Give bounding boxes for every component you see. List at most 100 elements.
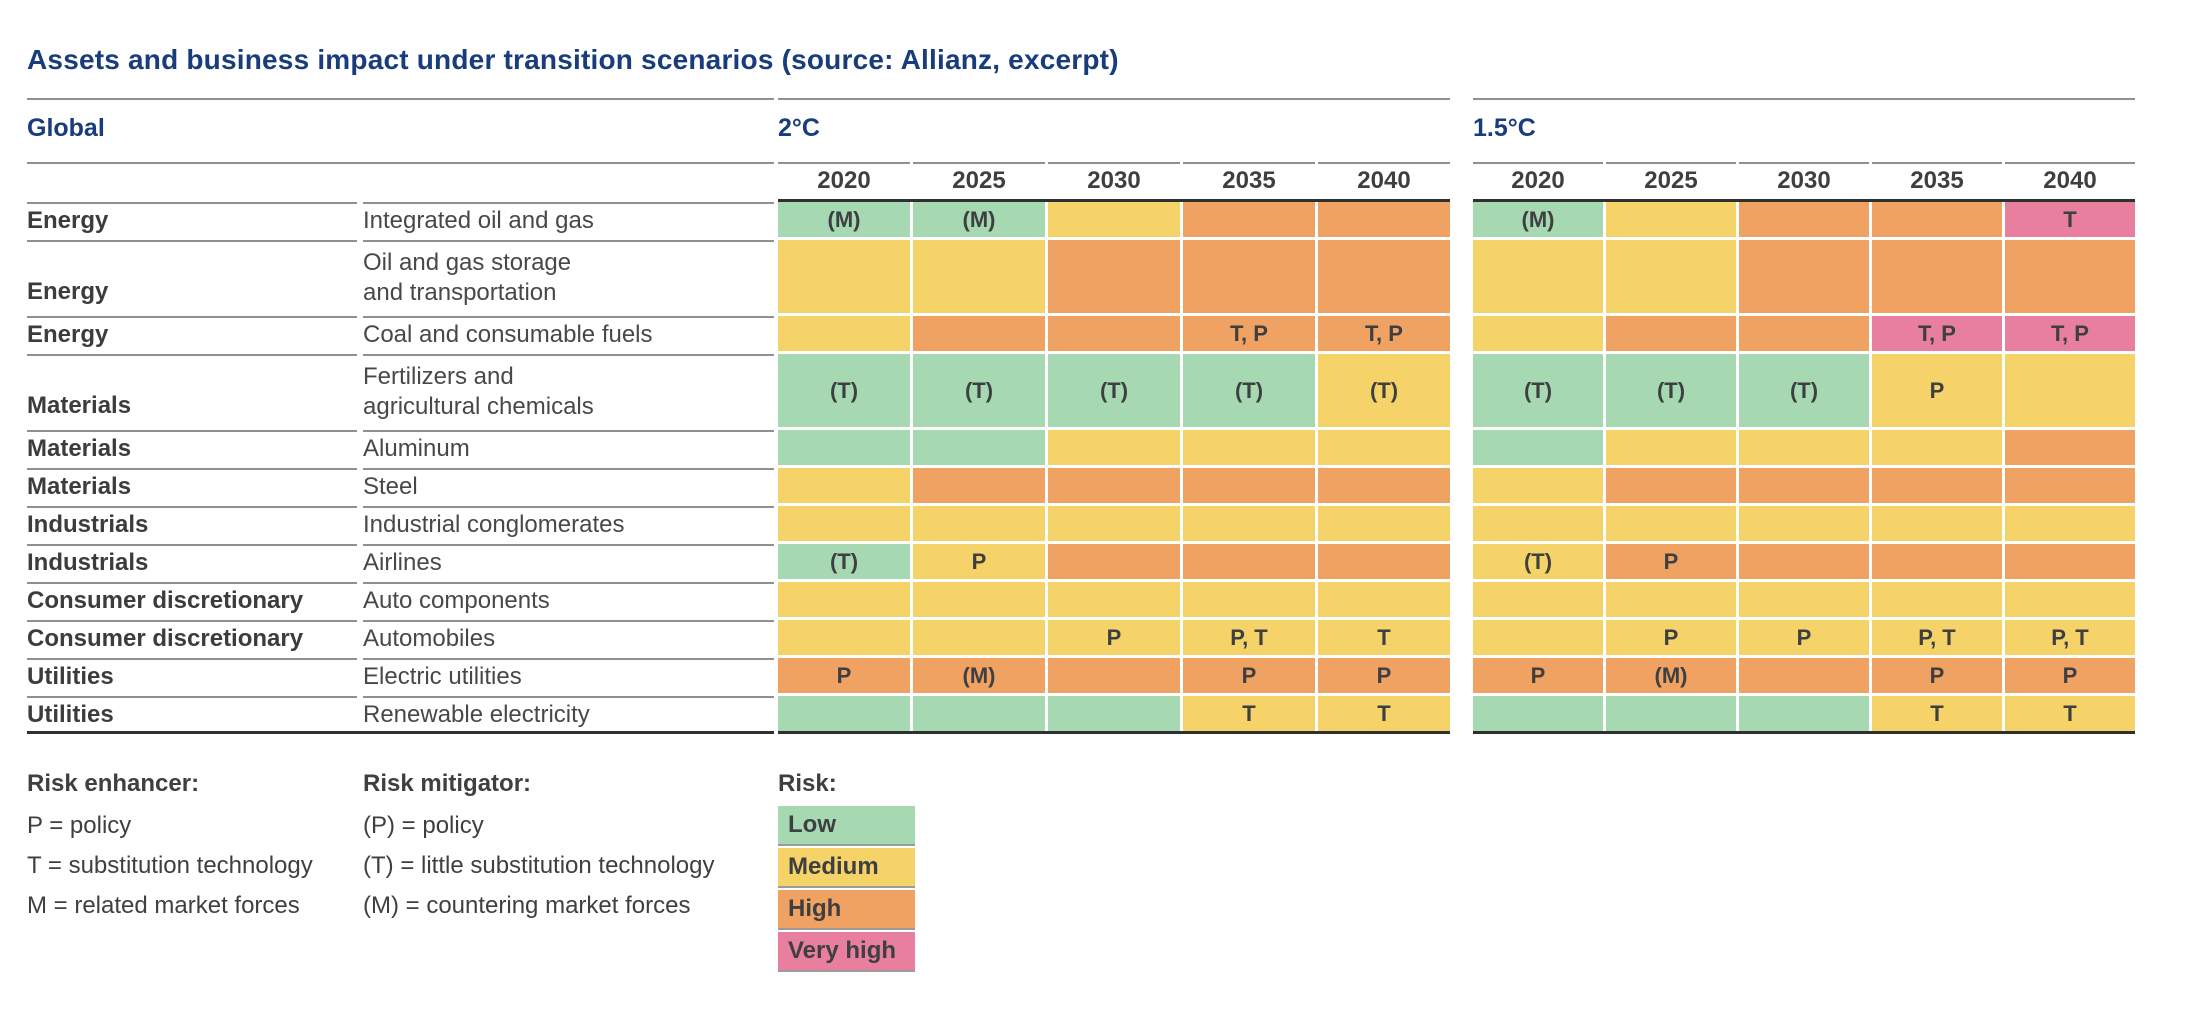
risk-cell: (T)	[778, 544, 910, 579]
risk-cell	[1872, 468, 2002, 503]
legend: Risk enhancer: P = policy T = substitutio…	[27, 762, 2190, 974]
risk-cell: P	[1872, 658, 2002, 693]
risk-cell	[1183, 240, 1315, 313]
risk-cell: (T)	[1318, 354, 1450, 427]
risk-cell	[1606, 506, 1736, 541]
risk-cell	[1473, 430, 1603, 465]
risk-cell: P	[1318, 658, 1450, 693]
bottom-rule-2c	[778, 731, 1450, 734]
risk-cell: T	[1318, 696, 1450, 731]
risk-cell	[1183, 202, 1315, 237]
table-row: Industrials Industrial conglomerates	[27, 506, 2190, 541]
table-row: Consumer discretionary Auto components	[27, 582, 2190, 617]
table-row: Industrials Airlines (T) P (T) P	[27, 544, 2190, 579]
risk-cell: T, P	[1872, 316, 2002, 351]
legend-risk-mitigator: Risk mitigator: (P) = policy (T) = little…	[363, 762, 778, 974]
scenario-block-15c	[1473, 430, 2135, 465]
risk-cell: T, P	[2005, 316, 2135, 351]
scenario-block-2c: T, P T, P	[778, 316, 1450, 351]
risk-cell	[2005, 582, 2135, 617]
risk-scale-swatch: High	[778, 890, 915, 930]
risk-cell: P	[1872, 354, 2002, 427]
scenario-block-2c: P (M) P P	[778, 658, 1450, 693]
risk-cell	[778, 506, 910, 541]
risk-cell	[1183, 506, 1315, 541]
risk-cell	[778, 468, 910, 503]
table-row: Materials Aluminum	[27, 430, 2190, 465]
legend-risk-enhancer: Risk enhancer: P = policy T = substitutio…	[27, 762, 363, 974]
risk-cell	[1048, 202, 1180, 237]
risk-cell	[1048, 544, 1180, 579]
risk-cell	[1318, 430, 1450, 465]
risk-cell	[913, 506, 1045, 541]
sector-label: Industrials	[27, 544, 357, 579]
sector-label: Consumer discretionary	[27, 620, 357, 655]
legend-mitigator-item: (P) = policy	[363, 812, 484, 839]
table-row: Energy Oil and gas storage and transporta…	[27, 240, 2190, 313]
year-header: 2020	[1473, 162, 1603, 199]
risk-scale-swatch: Low	[778, 806, 915, 846]
year-headers-2c: 2020 2025 2030 2035 2040	[778, 162, 1450, 202]
risk-cell	[778, 316, 910, 351]
risk-cell	[1739, 506, 1869, 541]
risk-cell	[1183, 430, 1315, 465]
risk-cell: P	[1473, 658, 1603, 693]
industry-label: Automobiles	[363, 620, 774, 655]
scenario-block-15c: (M) T	[1473, 202, 2135, 237]
risk-cell	[1739, 582, 1869, 617]
sector-label: Industrials	[27, 506, 357, 541]
table-row: Energy Integrated oil and gas (M) (M) (M) T	[27, 202, 2190, 237]
sector-label: Energy	[27, 202, 357, 237]
risk-cell	[913, 620, 1045, 655]
risk-cell	[1872, 582, 2002, 617]
sector-label: Utilities	[27, 658, 357, 693]
risk-scale-swatch: Very high	[778, 932, 915, 972]
risk-cell	[1048, 468, 1180, 503]
scenario-block-2c: (T) P	[778, 544, 1450, 579]
legend-mitigator-items: (P) = policy (T) = little substitution te…	[363, 806, 778, 926]
industry-label: Industrial conglomerates	[363, 506, 774, 541]
risk-cell	[1183, 582, 1315, 617]
risk-cell	[1318, 506, 1450, 541]
scenario-block-15c	[1473, 582, 2135, 617]
risk-cell	[1739, 240, 1869, 313]
risk-cell: P	[1606, 620, 1736, 655]
scenario-header-row: Global 2°C 1.5°C	[27, 98, 2190, 162]
risk-cell	[913, 582, 1045, 617]
risk-cell	[1872, 430, 2002, 465]
risk-cell	[1048, 696, 1180, 731]
risk-cell: P	[913, 544, 1045, 579]
legend-enhancer-item: M = related market forces	[27, 892, 300, 919]
industry-label: Auto components	[363, 582, 774, 617]
risk-cell	[1606, 430, 1736, 465]
risk-cell	[1473, 316, 1603, 351]
risk-cell: T	[1183, 696, 1315, 731]
risk-cell	[1606, 468, 1736, 503]
year-header: 2035	[1183, 162, 1315, 199]
risk-cell: T, P	[1183, 316, 1315, 351]
risk-cell	[1739, 658, 1869, 693]
risk-cell	[1606, 202, 1736, 237]
scenario-block-15c: P (M) P P	[1473, 658, 2135, 693]
risk-cell	[1606, 582, 1736, 617]
risk-scale-swatch: Medium	[778, 848, 915, 888]
risk-cell	[913, 240, 1045, 313]
risk-cell	[1473, 468, 1603, 503]
risk-cell	[1739, 468, 1869, 503]
risk-cell	[1318, 202, 1450, 237]
risk-cell: (T)	[1183, 354, 1315, 427]
risk-cell	[1739, 316, 1869, 351]
scenario-header-2c: 2°C	[778, 98, 1450, 162]
legend-risk-scale: Risk: Low Medium High Very high	[778, 762, 915, 974]
risk-cell	[1318, 240, 1450, 313]
risk-cell	[1048, 506, 1180, 541]
risk-cell: (T)	[913, 354, 1045, 427]
risk-cell: (M)	[1473, 202, 1603, 237]
risk-cell	[1739, 544, 1869, 579]
scenario-block-15c	[1473, 240, 2135, 313]
table-row: Utilities Renewable electricity T T T T	[27, 696, 2190, 731]
risk-cell	[2005, 354, 2135, 427]
risk-cell: (T)	[1048, 354, 1180, 427]
table-row: Materials Fertilizers and agricultural ch…	[27, 354, 2190, 427]
risk-cell	[1318, 468, 1450, 503]
